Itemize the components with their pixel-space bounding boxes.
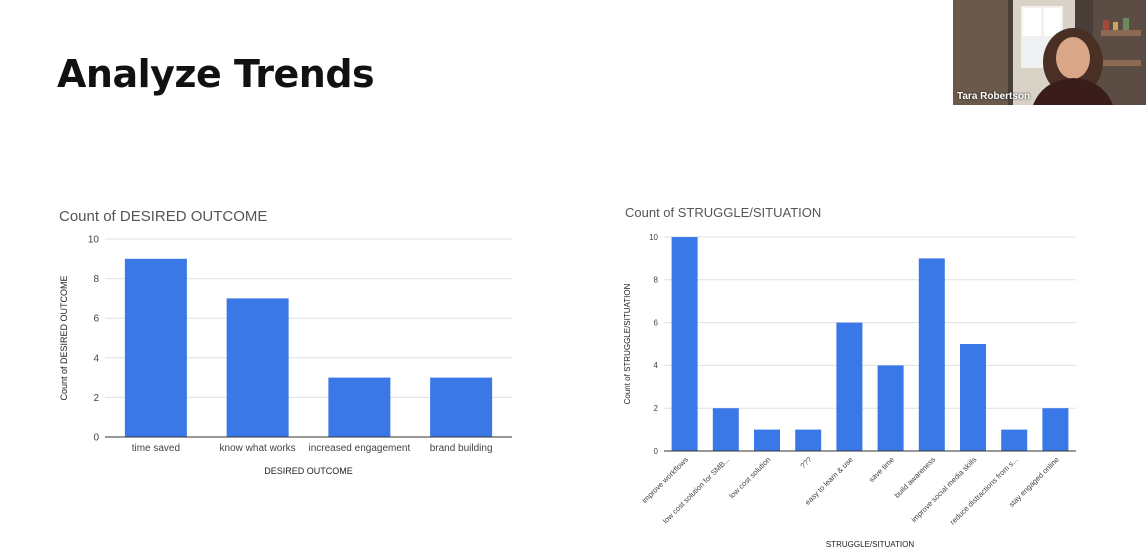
desired-outcome-y-tick-label: 8	[93, 274, 99, 285]
struggle-situation-x-category-label: low cost solution for SMB...	[661, 455, 731, 525]
desired-outcome-bar	[124, 258, 187, 437]
desired-outcome-x-category-label: know what works	[220, 443, 296, 454]
desired-outcome-chart-group: Count of DESIRED OUTCOME 0 2 4 6 8 10 time save…	[59, 208, 512, 476]
struggle-situation-bar	[1042, 408, 1069, 451]
struggle-situation-bar	[918, 258, 945, 451]
struggle-situation-x-category-label: reduce distractions from s...	[948, 455, 1020, 527]
struggle-situation-y-tick-label: 2	[654, 404, 659, 413]
struggle-situation-bar	[712, 408, 739, 451]
struggle-situation-bar	[1001, 429, 1028, 451]
struggle-situation-bar	[671, 237, 698, 451]
participant-video-image	[953, 0, 1146, 105]
struggle-situation-x-category-label: save time	[867, 455, 896, 484]
desired-outcome-x-category-label: time saved	[132, 443, 180, 454]
struggle-situation-y-tick-label: 6	[654, 318, 659, 327]
desired-outcome-y-axis-title: Count of DESIRED OUTCOME	[59, 275, 69, 400]
participant-name-label: Tara Robertson	[957, 91, 1031, 102]
desired-outcome-bar	[430, 377, 493, 437]
struggle-situation-y-tick-label: 10	[649, 233, 658, 242]
struggle-situation-bar	[877, 365, 904, 451]
struggle-situation-x-category-label: build awareness	[893, 455, 938, 500]
desired-outcome-x-category-label: increased engagement	[309, 443, 411, 454]
struggle-situation-y-axis-title: Count of STRUGGLE/SITUATION	[623, 283, 632, 404]
struggle-situation-chart-title: Count of STRUGGLE/SITUATION	[625, 205, 821, 220]
desired-outcome-x-axis-title: DESIRED OUTCOME	[264, 466, 353, 476]
struggle-situation-y-tick-label: 4	[654, 361, 659, 370]
desired-outcome-y-tick-label: 2	[93, 393, 99, 404]
struggle-situation-x-axis-title: STRUGGLE/SITUATION	[826, 540, 915, 549]
slide-title: Analyze Trends	[57, 52, 375, 96]
desired-outcome-y-tick-label: 10	[88, 235, 100, 246]
desired-outcome-chart-title: Count of DESIRED OUTCOME	[59, 208, 267, 225]
desired-outcome-y-tick-label: 0	[93, 433, 99, 444]
desired-outcome-bar	[226, 298, 289, 437]
desired-outcome-x-category-label: brand building	[430, 443, 493, 454]
struggle-situation-bar	[960, 344, 986, 451]
struggle-situation-bar	[754, 429, 780, 451]
struggle-situation-bar	[836, 322, 863, 451]
struggle-situation-bar	[795, 429, 822, 451]
struggle-situation-y-tick-label: 8	[654, 276, 659, 285]
desired-outcome-bar	[328, 377, 391, 437]
struggle-situation-x-category-label: ???	[798, 455, 813, 470]
struggle-situation-y-tick-label: 0	[654, 447, 659, 456]
struggle-situation-chart-group: Count of STRUGGLE/SITUATION0246810improv…	[623, 205, 1076, 549]
struggle-situation-x-category-label: low cost solution	[727, 455, 772, 500]
desired-outcome-y-tick-label: 6	[93, 314, 99, 325]
desired-outcome-y-tick-label: 4	[93, 353, 99, 364]
participant-video-tile[interactable]: Tara Robertson	[953, 0, 1146, 105]
